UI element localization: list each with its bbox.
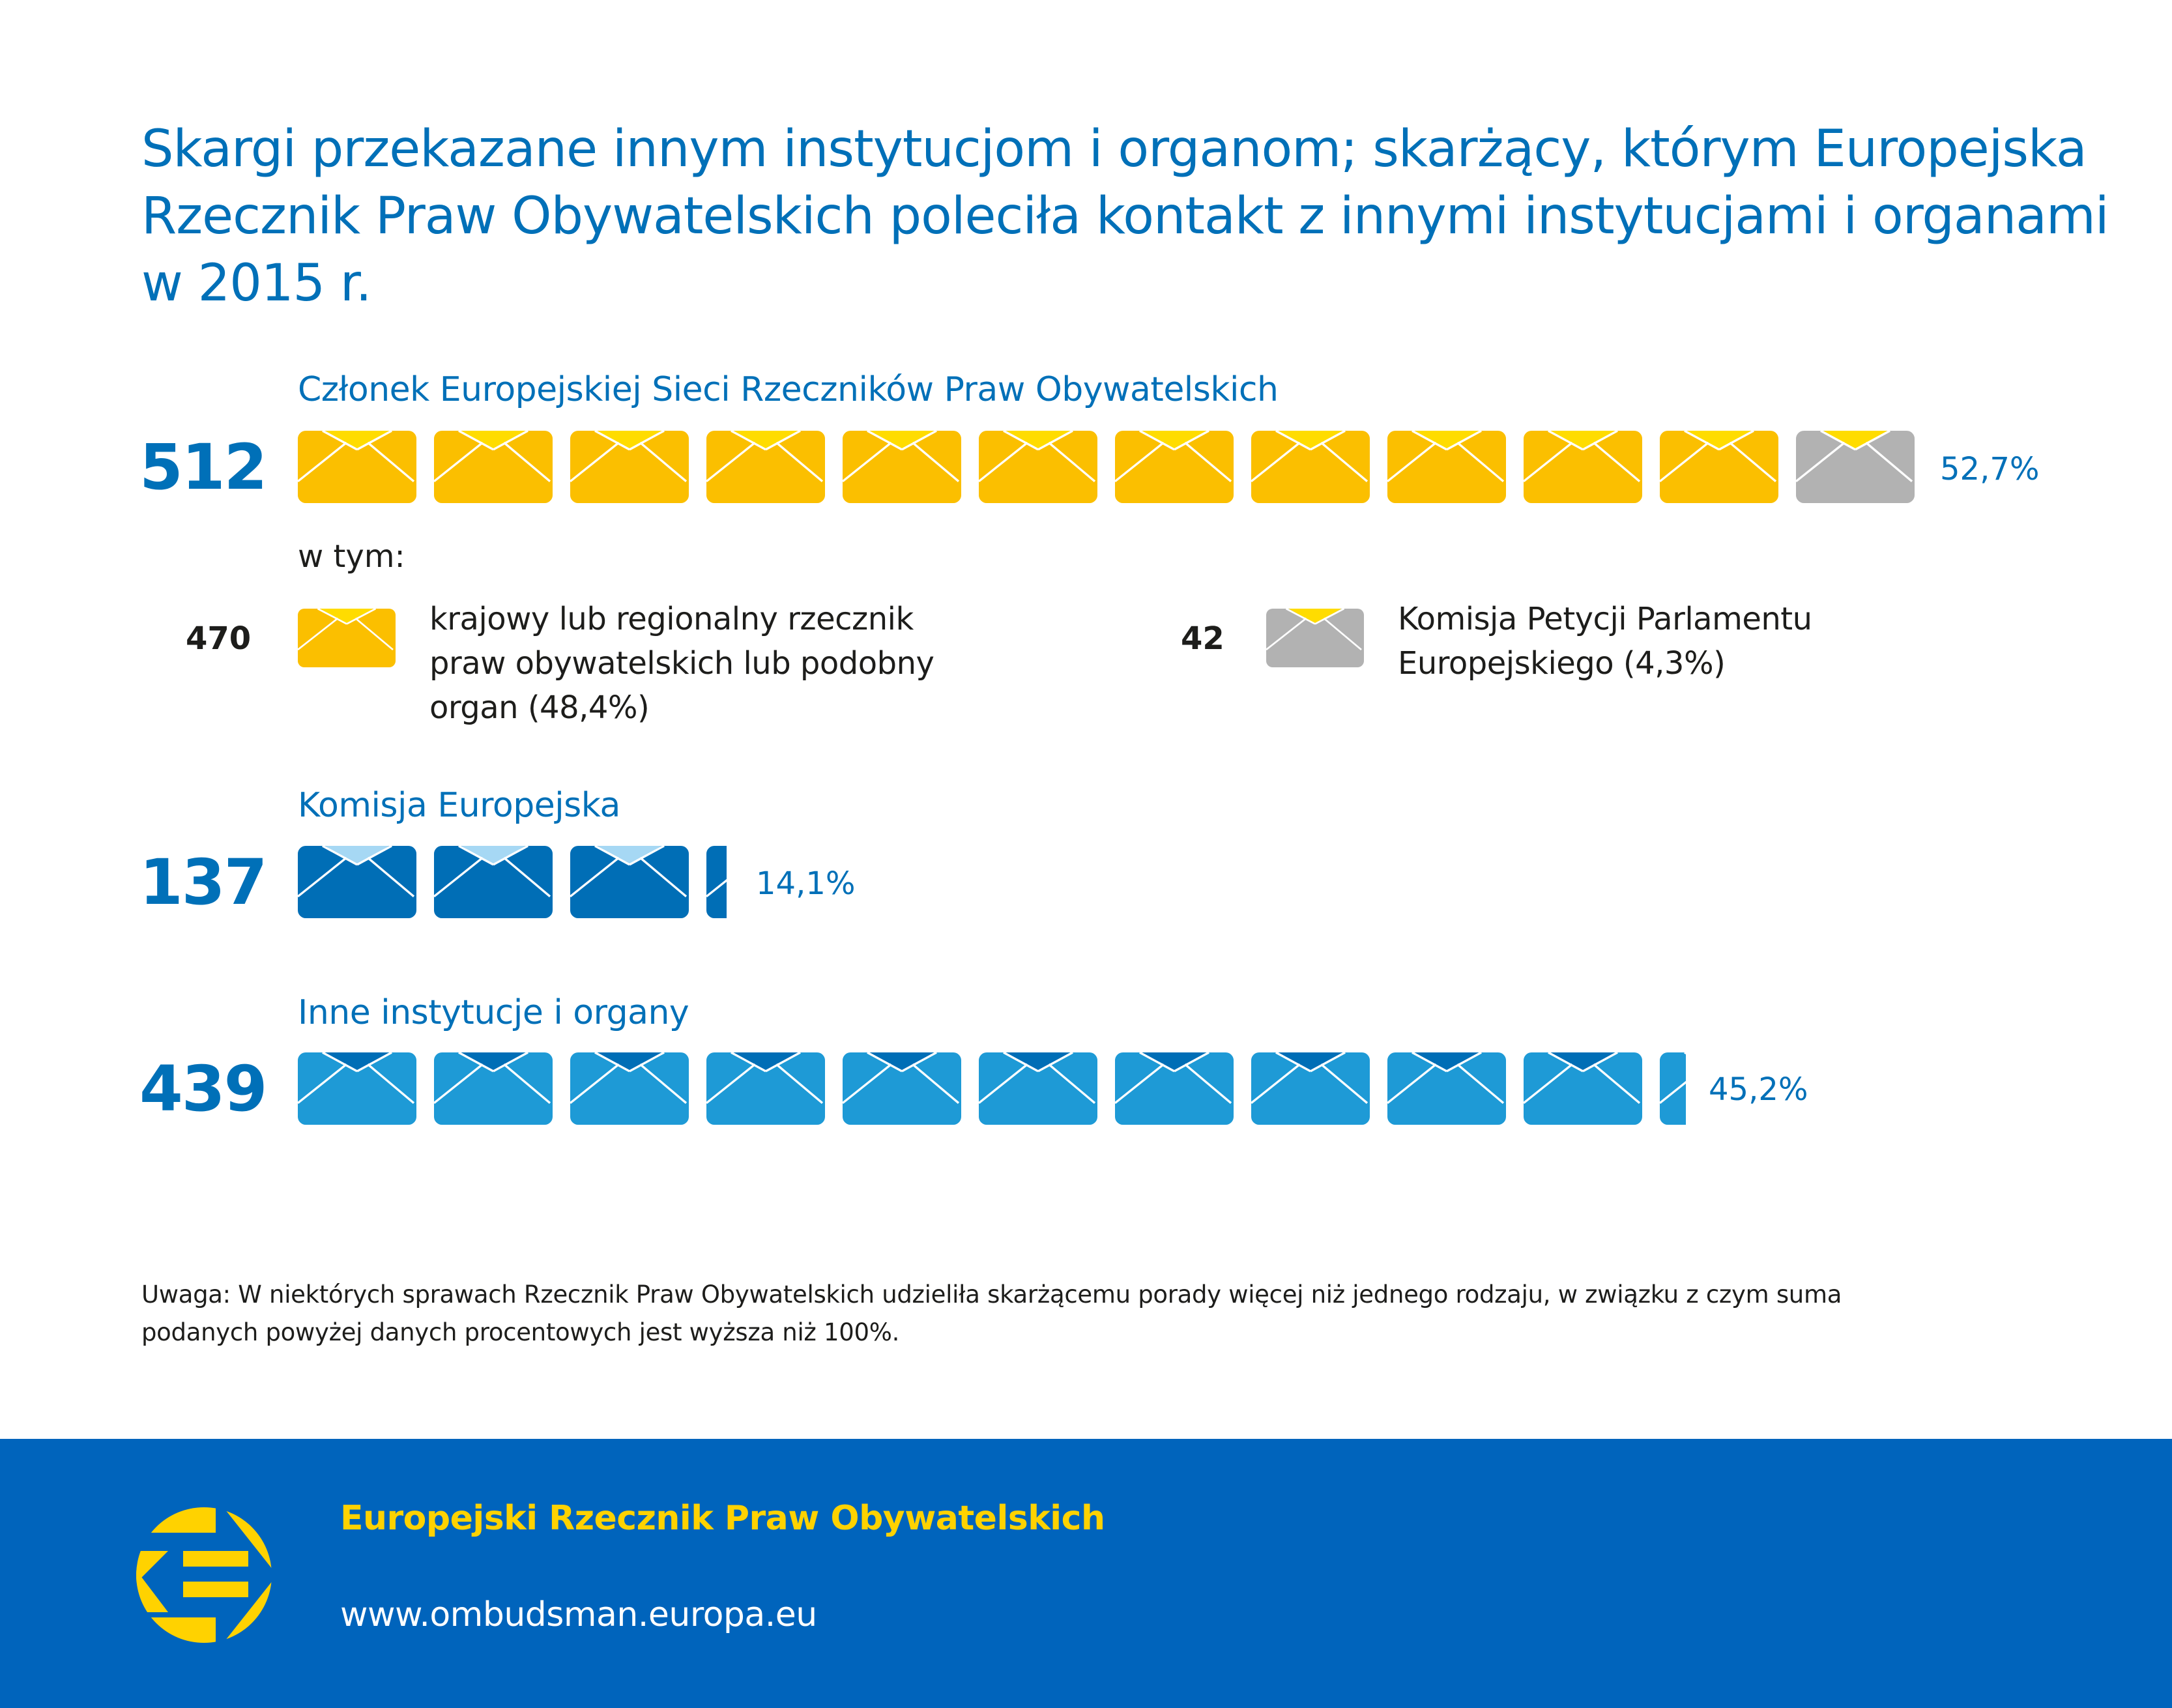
envelope-icon xyxy=(706,846,727,918)
subcategory-text-national: krajowy lub regionalny rzecznik praw oby… xyxy=(429,597,934,730)
footer-organization-name: Europejski Rzecznik Praw Obywatelskich xyxy=(340,1499,1105,1538)
envelope-icon xyxy=(1387,431,1506,503)
envelope-icon xyxy=(1266,607,1364,670)
envelope-icon xyxy=(298,1052,416,1125)
envelope-icon xyxy=(1115,431,1234,503)
envelope-icon xyxy=(298,431,416,503)
category-value-commission: 137 xyxy=(139,846,267,919)
envelope-icon xyxy=(434,431,553,503)
subcategory-text-line: Komisja Petycji Parlamentu xyxy=(1398,601,1812,637)
envelope-icon xyxy=(1524,431,1642,503)
envelope-icon xyxy=(1796,431,1915,503)
subcategory-value-petitions: 42 xyxy=(1181,620,1224,657)
envelope-icon xyxy=(1524,1052,1642,1125)
subcategory-value-national: 470 xyxy=(186,620,252,657)
subcategory-text-line: organ (48,4%) xyxy=(429,689,650,726)
envelope-icon xyxy=(1660,431,1778,503)
envelope-icon xyxy=(843,1052,961,1125)
envelope-icon xyxy=(706,1052,825,1125)
european-ombudsman-logo-icon xyxy=(136,1507,272,1643)
category-percent-other: 45,2% xyxy=(1709,1071,1808,1108)
footnote-line: Uwaga: W niektórych sprawach Rzecznik Pr… xyxy=(141,1281,1842,1309)
envelope-icon xyxy=(1387,1052,1506,1125)
category-label-other: Inne instytucje i organy xyxy=(298,993,689,1032)
category-value-network: 512 xyxy=(139,431,267,504)
envelope-icon xyxy=(297,607,396,670)
envelope-icon xyxy=(1115,1052,1234,1125)
subcategory-text-line: praw obywatelskich lub podobny xyxy=(429,645,934,682)
subcategory-text-line: Europejskiego (4,3%) xyxy=(1398,645,1726,682)
title-line: Rzecznik Praw Obywatelskich poleciła kon… xyxy=(141,187,2109,246)
envelope-icon xyxy=(570,1052,689,1125)
envelope-icon xyxy=(434,1052,553,1125)
subcategories-label: w tym: xyxy=(298,538,405,575)
envelope-icon xyxy=(843,431,961,503)
envelope-icon xyxy=(1660,1052,1686,1125)
envelope-icon xyxy=(570,431,689,503)
category-percent-network: 52,7% xyxy=(1940,451,2040,487)
footnote-line: podanych powyżej danych procentowych jes… xyxy=(141,1318,900,1346)
footer-website-link[interactable]: www.ombudsman.europa.eu xyxy=(340,1595,817,1634)
category-value-other: 439 xyxy=(139,1052,267,1125)
envelope-icon xyxy=(979,431,1097,503)
envelope-icon xyxy=(297,607,396,667)
category-label-network: Członek Europejskiej Sieci Rzeczników Pr… xyxy=(298,370,1279,409)
footer-band xyxy=(0,1439,2172,1708)
category-percent-commission: 14,1% xyxy=(756,865,856,902)
title-line: w 2015 r. xyxy=(141,254,372,313)
subcategory-text-line: krajowy lub regionalny rzecznik xyxy=(429,601,914,637)
title-line: Skargi przekazane innym instytucjom i or… xyxy=(141,120,2087,179)
chart-title: Skargi przekazane innym instytucjom i or… xyxy=(141,116,2129,317)
envelope-icon xyxy=(298,846,416,918)
category-label-commission: Komisja Europejska xyxy=(298,786,620,825)
envelope-icon xyxy=(706,431,825,503)
subcategory-text-petitions: Komisja Petycji Parlamentu Europejskiego… xyxy=(1398,597,1812,686)
envelope-icon xyxy=(1251,1052,1370,1125)
envelope-icon xyxy=(979,1052,1097,1125)
envelope-icon xyxy=(1266,607,1364,667)
envelope-icon xyxy=(434,846,553,918)
envelope-icon xyxy=(570,846,689,918)
envelope-icon xyxy=(1251,431,1370,503)
footnote: Uwaga: W niektórych sprawach Rzecznik Pr… xyxy=(141,1276,1842,1352)
